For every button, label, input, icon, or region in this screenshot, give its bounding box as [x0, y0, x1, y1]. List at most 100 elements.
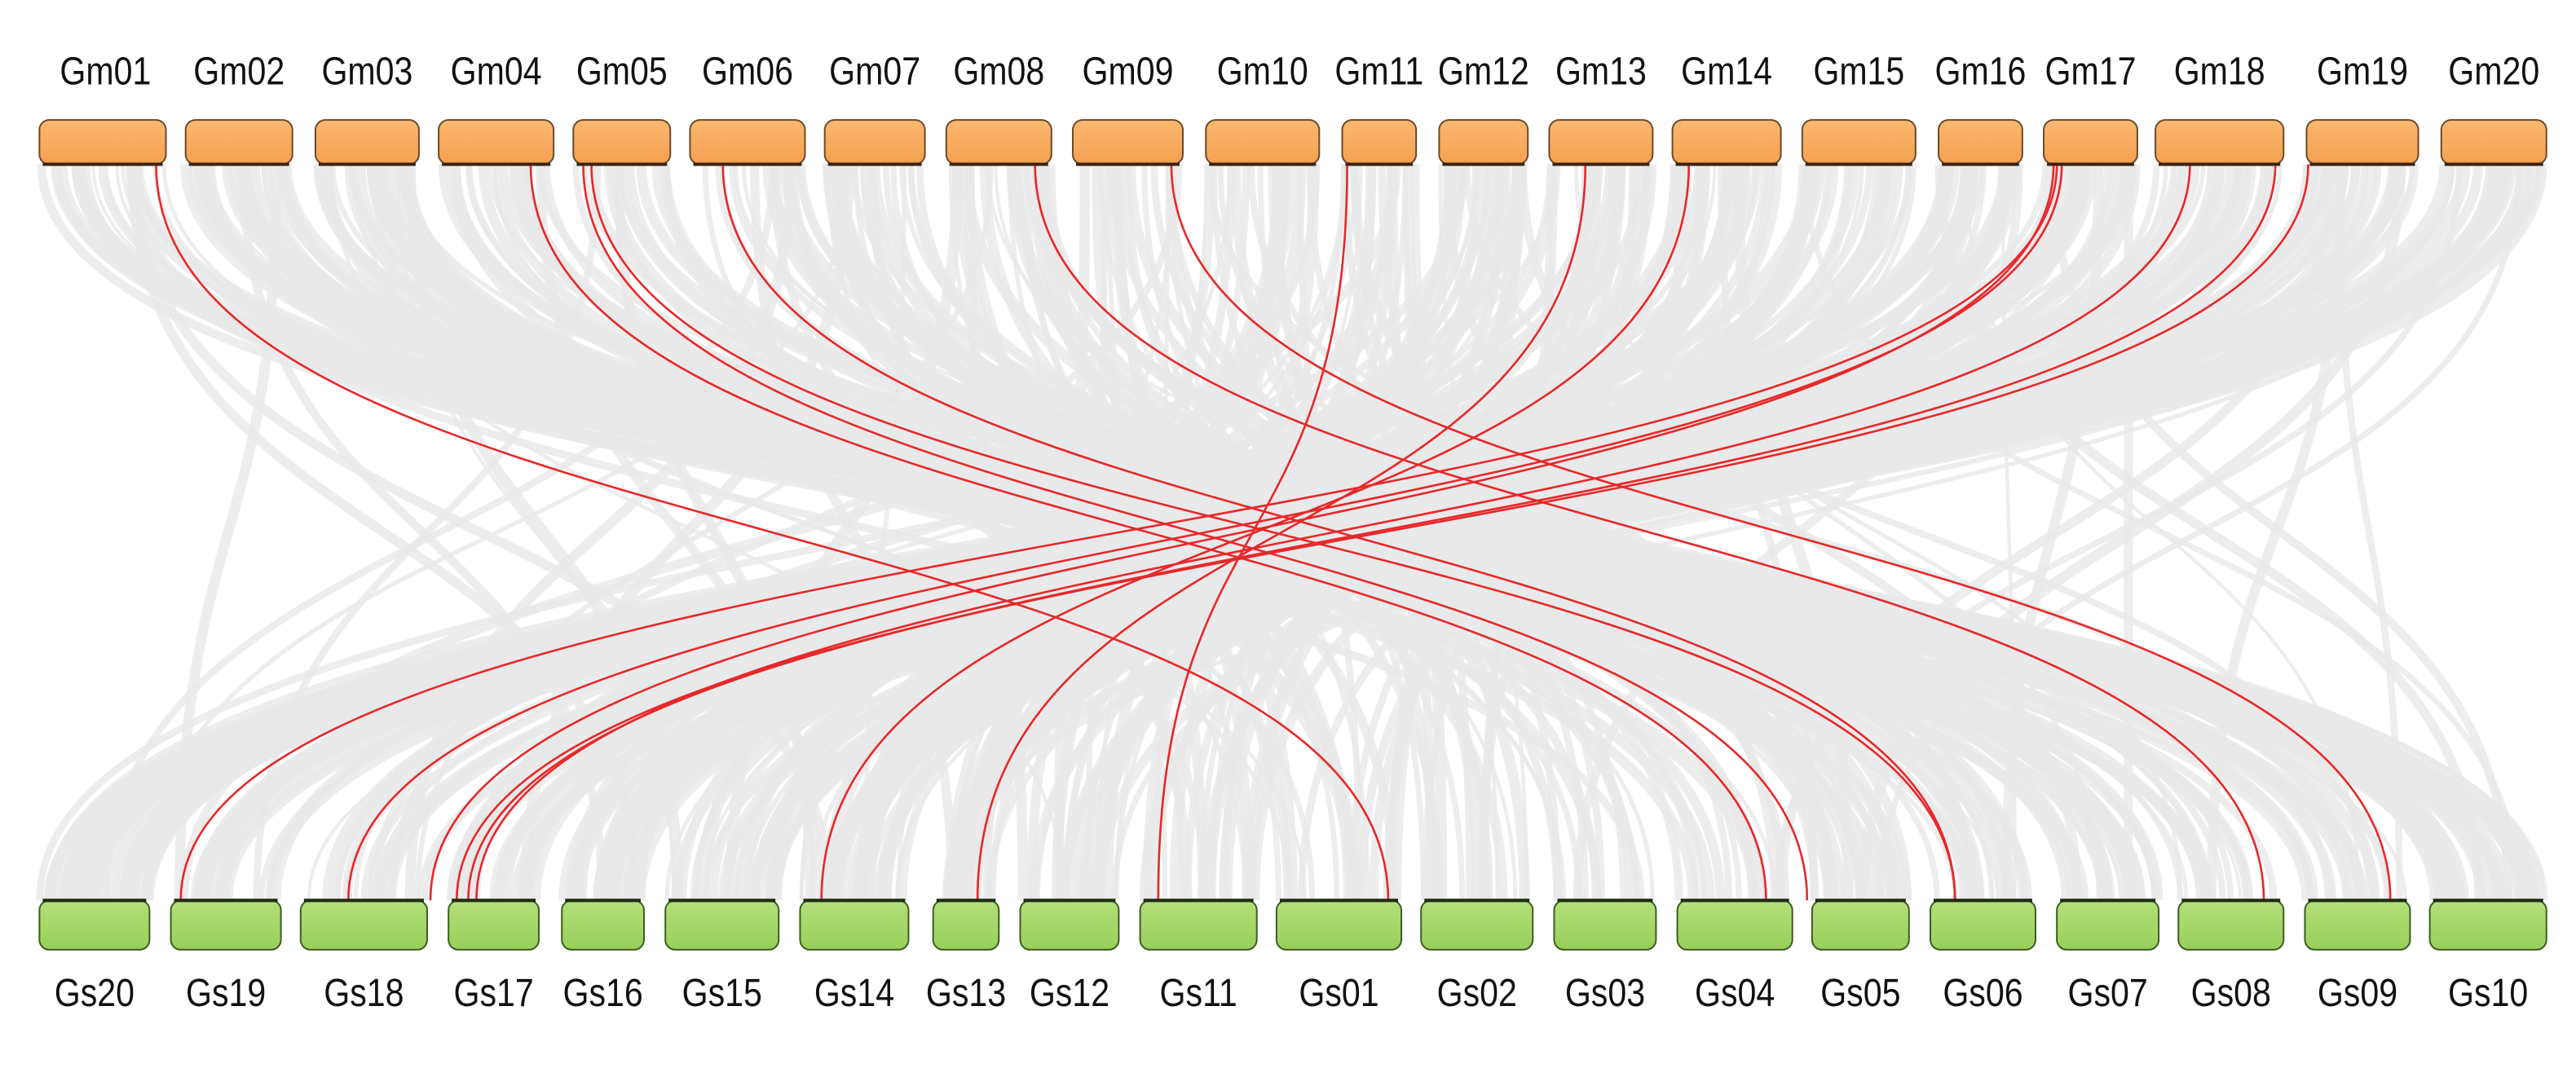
- red-link: [721, 164, 1956, 901]
- red-link: [582, 164, 1809, 901]
- bottom-chromosome-bar: [2304, 899, 2411, 951]
- gray-link: [193, 164, 2406, 901]
- top-chromosome-bar: [314, 119, 420, 165]
- gray-link: [2000, 164, 2017, 901]
- gray-link: [1776, 164, 2336, 901]
- gray-link: [1403, 164, 1448, 901]
- red-link: [467, 164, 2277, 901]
- gray-link: [470, 164, 2455, 901]
- top-chromosome-label: Gm17: [2045, 48, 2137, 93]
- bottom-chromosome-label: Gs13: [926, 970, 1006, 1015]
- red-link: [179, 164, 2058, 901]
- top-chromosome-bar: [572, 119, 672, 165]
- bottom-chromosome-label: Gs08: [2191, 970, 2271, 1015]
- bottom-chromosome-label: Gs05: [1820, 970, 1900, 1015]
- top-chromosome-label: Gm01: [60, 48, 151, 93]
- top-chromosome-bar: [1341, 119, 1418, 165]
- top-chromosome-bar: [1438, 119, 1529, 165]
- bottom-chromosome-bar: [1929, 899, 2036, 951]
- top-chromosome-label: Gm14: [1681, 48, 1772, 93]
- top-chromosome-bar: [823, 119, 926, 165]
- top-chromosome-bar: [2155, 119, 2285, 165]
- bottom-chromosome-bar: [561, 899, 646, 951]
- bottom-chromosome-label: Gs14: [814, 970, 894, 1015]
- top-chromosome-label: Gm13: [1555, 48, 1647, 93]
- top-chromosome-bar: [1205, 119, 1321, 165]
- top-chromosome-label: Gm16: [1934, 48, 2026, 93]
- top-chromosome-bar: [38, 119, 167, 165]
- bottom-chromosome-bar: [1553, 899, 1657, 951]
- red-link: [1034, 164, 2265, 901]
- red-link: [155, 164, 1390, 901]
- highlighted-links: [155, 164, 2392, 901]
- top-chromosome-bar: [689, 119, 806, 165]
- red-link: [429, 164, 2055, 901]
- bottom-chromosome-label: Gs03: [1565, 970, 1645, 1015]
- gray-link: [796, 164, 2335, 901]
- gray-link: [870, 164, 1348, 901]
- gray-link: [2048, 164, 2513, 901]
- bottom-chromosome-bar: [1811, 899, 1910, 951]
- top-chromosome-label: Gm08: [953, 48, 1044, 93]
- top-chromosome-label: Gm11: [1334, 48, 1423, 93]
- bottom-chromosome-bar: [299, 899, 428, 951]
- bottom-chromosome-label: Gs01: [1299, 970, 1378, 1015]
- top-chromosome-label: Gm20: [2448, 48, 2539, 93]
- gray-link: [467, 164, 1839, 901]
- top-chromosome-bar: [2305, 119, 2419, 165]
- bottom-chromosome-label: Gs02: [1437, 970, 1517, 1015]
- top-chromosome-bar: [184, 119, 293, 165]
- top-chromosome-label: Gm12: [1438, 48, 1529, 93]
- chromosomes: [38, 119, 2547, 951]
- bottom-chromosome-bar: [932, 899, 1000, 951]
- top-chromosome-bar: [1938, 119, 2023, 165]
- top-chromosome-label: Gm04: [451, 48, 542, 93]
- bottom-chromosome-bar: [448, 899, 540, 951]
- bottom-chromosome-label: Gs20: [55, 970, 135, 1015]
- bottom-chromosome-label: Gs16: [562, 970, 642, 1015]
- bottom-chromosome-label: Gs10: [2448, 970, 2528, 1015]
- top-chromosome-label: Gm19: [2317, 48, 2408, 93]
- bottom-chromosome-bar: [799, 899, 910, 951]
- top-chromosome-label: Gm03: [321, 48, 412, 93]
- bottom-chromosome-label: Gs17: [453, 970, 533, 1015]
- gray-link: [404, 164, 796, 901]
- bottom-chromosome-label: Gs19: [186, 970, 266, 1015]
- top-chromosome-label: Gm02: [193, 48, 285, 93]
- red-link: [455, 164, 2309, 901]
- gray-link: [329, 164, 2456, 901]
- top-chromosome-label: Gm06: [702, 48, 793, 93]
- bottom-chromosome-bar: [38, 899, 151, 951]
- red-link: [346, 164, 2063, 901]
- bottom-chromosome-bar: [1275, 899, 1403, 951]
- top-chromosome-label: Gm07: [829, 48, 920, 93]
- bottom-chromosome-label: Gs12: [1030, 970, 1109, 1015]
- bottom-chromosome-label: Gs15: [682, 970, 762, 1015]
- bottom-chromosome-bar: [2428, 899, 2547, 951]
- bottom-chromosome-bar: [664, 899, 780, 951]
- bottom-chromosome-label: Gs09: [2318, 970, 2397, 1015]
- bottom-chromosome-bar: [1139, 899, 1258, 951]
- bottom-chromosome-bar: [1019, 899, 1120, 951]
- gray-link: [1150, 164, 1790, 901]
- gray-link: [725, 164, 964, 901]
- top-chromosome-bar: [438, 119, 555, 165]
- bottom-chromosome-label: Gs06: [1943, 970, 2022, 1015]
- top-chromosome-label: Gm10: [1217, 48, 1308, 93]
- top-chromosome-bar: [2440, 119, 2547, 165]
- gray-link: [71, 164, 2447, 901]
- gray-link: [1964, 164, 2361, 901]
- background-links: [36, 164, 2548, 901]
- chromosome-labels: Gm01 Gm02 Gm03 Gm04 Gm05 Gm06 Gm07 Gm08 Gm09 Gm10…: [55, 48, 2539, 1015]
- gray-link: [1114, 164, 1458, 901]
- top-chromosome-bar: [945, 119, 1052, 165]
- bottom-chromosome-label: Gs07: [2068, 970, 2148, 1015]
- bottom-chromosome-bar: [2177, 899, 2285, 951]
- bottom-chromosome-label: Gs11: [1160, 970, 1237, 1015]
- red-link: [590, 164, 1956, 901]
- gray-link: [454, 164, 1984, 901]
- top-chromosome-bar: [1801, 119, 1917, 165]
- bottom-chromosome-bar: [1676, 899, 1793, 951]
